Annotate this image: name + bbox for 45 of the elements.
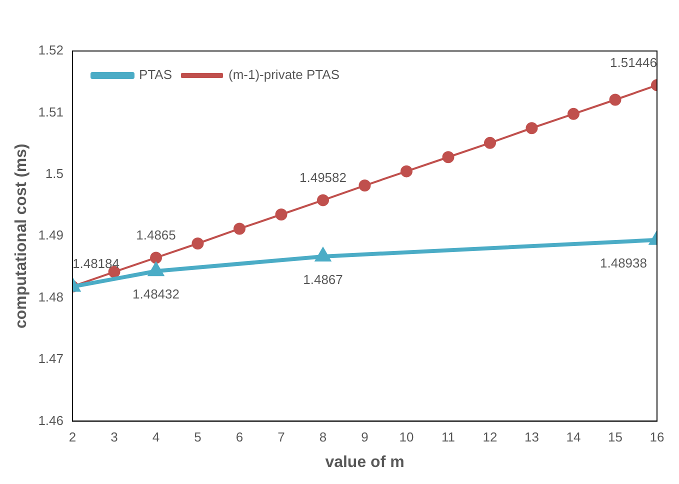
- point: [400, 165, 412, 178]
- data-label: 1.48938: [600, 256, 647, 271]
- point: [526, 122, 538, 134]
- y-tick-label: 1.48: [38, 289, 64, 304]
- x-tick-label: 10: [399, 430, 414, 445]
- point: [609, 94, 622, 106]
- x-tick-label: 3: [110, 430, 118, 445]
- point: [192, 238, 204, 250]
- y-tick-label: 1.47: [38, 351, 64, 366]
- point: [484, 136, 496, 149]
- point: [568, 108, 580, 120]
- data-label: 1.49582: [300, 170, 346, 185]
- data-label: 1.4867: [303, 272, 343, 288]
- y-tick-label: 1.5: [45, 166, 64, 181]
- data-label: 1.4865: [136, 227, 176, 242]
- x-tick-label: 16: [650, 430, 664, 445]
- data-label: 1.48184: [72, 256, 120, 272]
- point: [275, 208, 288, 221]
- y-axis-title: computational cost (ms): [13, 144, 30, 329]
- x-tick-label: 15: [608, 430, 622, 445]
- x-axis-title: value of m: [325, 454, 404, 471]
- x-tick-label: 6: [236, 430, 244, 445]
- point: [234, 222, 246, 235]
- y-tick-label: 1.49: [38, 228, 64, 243]
- point: [317, 194, 329, 206]
- x-tick-label: 7: [278, 430, 285, 445]
- x-tick-label: 8: [319, 430, 327, 445]
- point: [358, 180, 371, 192]
- y-tick-label: 1.52: [38, 42, 64, 58]
- data-label: 1.48432: [132, 286, 180, 302]
- data-label: 1.51446: [610, 54, 657, 70]
- point: [150, 252, 162, 264]
- x-tick-label: 13: [524, 430, 539, 445]
- legend-label: (m-1)-private PTAS: [228, 67, 340, 82]
- x-tick-label: 9: [361, 430, 368, 445]
- x-tick-label: 4: [152, 430, 160, 445]
- x-tick-label: 14: [566, 430, 581, 445]
- x-tick-label: 5: [194, 430, 202, 445]
- x-tick-label: 2: [68, 430, 76, 445]
- y-tick-label: 1.51: [38, 104, 64, 120]
- y-tick-label: 1.46: [38, 412, 64, 428]
- legend-label: PTAS: [139, 67, 172, 82]
- x-tick-label: 12: [482, 430, 498, 445]
- point: [442, 151, 454, 164]
- x-tick-label: 11: [442, 430, 455, 445]
